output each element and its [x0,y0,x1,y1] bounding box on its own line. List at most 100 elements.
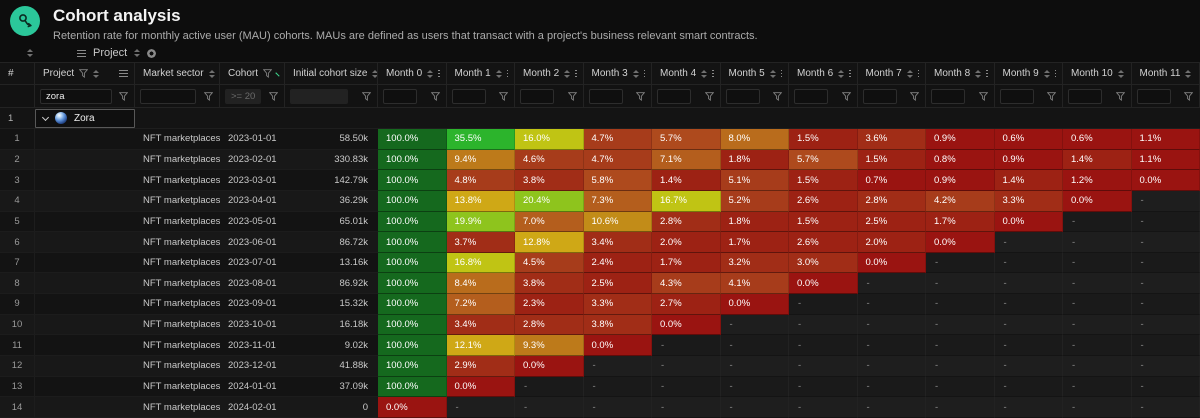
retention-cell-empty[interactable]: - [1063,397,1132,418]
filter-button-month1[interactable] [499,91,508,101]
retention-cell-empty[interactable]: - [857,294,926,315]
retention-cell-empty[interactable]: - [1131,252,1200,274]
initial-cohort-size-cell[interactable]: 37.09k [285,376,378,398]
retention-cell-empty[interactable]: - [1063,376,1132,398]
retention-cell[interactable]: 16.8% [446,252,515,274]
sort-icon[interactable] [632,69,639,78]
retention-cell-empty[interactable]: - [1131,356,1200,377]
retention-cell-empty[interactable]: - [720,314,789,336]
sort-icon[interactable] [564,69,571,78]
market-sector-cell[interactable]: NFT marketplaces [135,397,220,418]
retention-cell-empty[interactable]: - [1063,294,1132,315]
retention-cell-empty[interactable]: - [994,232,1063,253]
retention-cell-empty[interactable]: - [1131,294,1200,315]
retention-cell-empty[interactable]: - [994,376,1063,398]
retention-cell[interactable]: 10.6% [583,211,652,233]
retention-cell[interactable]: 100.0% [378,211,447,233]
retention-cell[interactable]: 0.0% [926,232,995,253]
column-header-month8[interactable]: Month 8 [926,63,995,84]
column-menu-icon[interactable] [986,70,988,77]
retention-cell[interactable]: 7.2% [446,294,515,315]
retention-cell[interactable]: 16.0% [515,129,584,150]
column-menu-icon[interactable] [780,70,782,77]
retention-cell[interactable]: 1.4% [652,170,721,191]
column-menu-icon[interactable] [575,70,577,77]
sort-icon[interactable] [93,69,100,78]
retention-cell[interactable]: 7.1% [652,149,721,171]
cohort-cell[interactable]: 2023-11-01 [220,335,285,357]
retention-cell-empty[interactable]: - [994,252,1063,274]
retention-cell-empty[interactable]: - [1063,273,1132,295]
filter-button-size[interactable] [362,91,371,101]
retention-cell[interactable]: 12.8% [515,232,584,253]
filter-input-month7[interactable] [862,88,897,104]
initial-cohort-size-cell[interactable]: 65.01k [285,211,378,233]
retention-cell[interactable]: 0.0% [1131,170,1200,191]
retention-cell[interactable]: 13.8% [446,190,515,212]
column-header-month0[interactable]: Month 0 [378,63,447,84]
sort-icon[interactable] [769,69,776,78]
retention-cell-empty[interactable]: - [1131,397,1200,418]
retention-cell[interactable]: 5.1% [720,170,789,191]
retention-cell-empty[interactable]: - [789,376,858,398]
project-cell[interactable] [35,232,135,253]
filter-input-month3[interactable] [588,88,623,104]
initial-cohort-size-cell[interactable]: 142.79k [285,170,378,191]
retention-cell[interactable]: 1.7% [720,232,789,253]
retention-cell[interactable]: 0.0% [583,335,652,357]
project-cell[interactable] [35,190,135,212]
retention-cell-empty[interactable]: - [926,335,995,357]
filter-button-cohort[interactable] [269,91,278,101]
column-header-cohort[interactable]: Cohort [220,63,285,84]
column-header-month11[interactable]: Month 11 [1132,63,1200,84]
project-cell[interactable] [35,170,135,191]
retention-cell-empty[interactable]: - [926,252,995,274]
retention-cell[interactable]: 5.8% [583,170,652,191]
retention-cell-empty[interactable]: - [994,314,1063,336]
initial-cohort-size-cell[interactable]: 86.72k [285,232,378,253]
retention-cell-empty[interactable]: - [994,294,1063,315]
group-settings-icon[interactable] [147,48,157,58]
retention-cell[interactable]: 100.0% [378,232,447,253]
retention-cell[interactable]: 4.2% [926,190,995,212]
retention-cell[interactable]: 4.7% [583,149,652,171]
column-menu-icon[interactable] [119,70,128,77]
retention-cell-empty[interactable]: - [1131,335,1200,357]
retention-cell[interactable]: 1.2% [1063,170,1132,191]
retention-cell-empty[interactable]: - [857,314,926,336]
initial-cohort-size-cell[interactable]: 330.83k [285,149,378,171]
retention-cell-empty[interactable]: - [1131,211,1200,233]
retention-cell-empty[interactable]: - [1063,252,1132,274]
filter-button-project[interactable] [119,91,128,101]
column-menu-icon[interactable] [849,70,851,77]
market-sector-cell[interactable]: NFT marketplaces [135,149,220,171]
retention-cell-empty[interactable]: - [926,376,995,398]
filter-button-month6[interactable] [841,91,851,101]
retention-cell[interactable]: 16.7% [652,190,721,212]
initial-cohort-size-cell[interactable]: 13.16k [285,252,378,274]
retention-cell-empty[interactable]: - [789,294,858,315]
market-sector-cell[interactable]: NFT marketplaces [135,273,220,295]
filter-input-size[interactable] [290,88,348,104]
retention-cell[interactable]: 0.0% [720,294,789,315]
filter-button-month10[interactable] [1115,91,1125,101]
column-header-month1[interactable]: Month 1 [447,63,515,84]
retention-cell[interactable]: 4.7% [583,129,652,150]
market-sector-cell[interactable]: NFT marketplaces [135,129,220,150]
sort-icon[interactable] [975,69,982,78]
retention-cell[interactable]: 100.0% [378,376,447,398]
project-cell[interactable] [35,335,135,357]
sort-icon[interactable] [208,69,215,78]
initial-cohort-size-cell[interactable]: 41.88k [285,356,378,377]
project-cell[interactable] [35,211,135,233]
retention-cell[interactable]: 20.4% [515,190,584,212]
retention-cell[interactable]: 0.9% [926,170,995,191]
retention-cell-empty[interactable]: - [652,397,721,418]
project-cell[interactable] [35,129,135,150]
retention-cell[interactable]: 1.5% [857,149,926,171]
retention-cell[interactable]: 1.5% [789,170,858,191]
filter-input-month11[interactable] [1136,88,1171,104]
sort-icon[interactable] [1043,69,1050,78]
cohort-cell[interactable]: 2023-07-01 [220,252,285,274]
sort-icon[interactable] [906,69,913,78]
